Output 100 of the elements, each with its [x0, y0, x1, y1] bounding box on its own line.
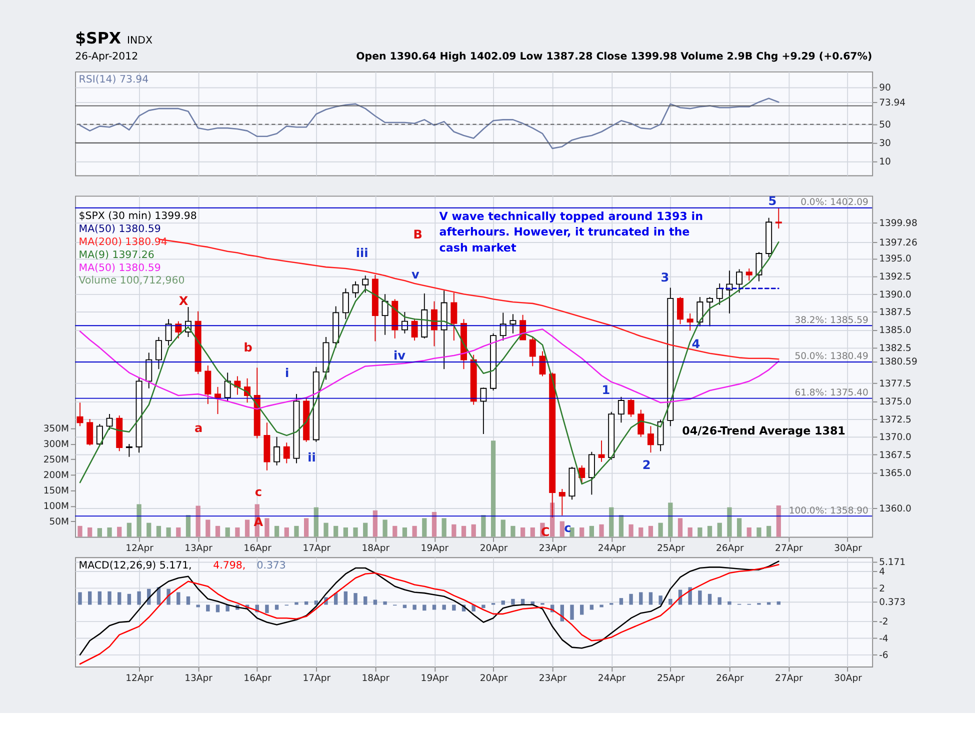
x-tick-label: 24Apr [598, 672, 626, 684]
bar [88, 527, 92, 537]
y-tick-label: 1372.5 [879, 414, 912, 426]
bar [698, 590, 702, 605]
annotation: C [540, 525, 550, 540]
x-tick-label: 26Apr [716, 543, 744, 554]
y-tick-label: 1390.0 [879, 289, 912, 300]
candlestick [746, 268, 752, 282]
candlestick [628, 398, 634, 418]
y-tick-label: 73.94 [879, 97, 906, 108]
candlestick [510, 314, 516, 334]
bar [746, 527, 752, 537]
bar [688, 587, 692, 605]
x-tick-label: 18Apr [362, 543, 390, 554]
y-tick-label: 1367.5 [879, 450, 912, 461]
y2-tick-label: 50M [49, 516, 70, 528]
bar [402, 527, 408, 537]
bar [600, 604, 604, 608]
bar [166, 527, 171, 537]
candlestick [480, 387, 487, 434]
candlestick [430, 300, 438, 347]
bar [117, 526, 122, 537]
annotation: iv [393, 348, 406, 362]
candlestick [716, 283, 723, 306]
y2-tick-label: 300M [43, 438, 70, 450]
bar [570, 527, 574, 537]
bar [97, 528, 102, 537]
bar [126, 522, 132, 537]
bar [146, 522, 152, 537]
candlestick [155, 336, 162, 370]
bar [490, 440, 496, 537]
y-tick-label: 1370.0 [879, 432, 912, 444]
y2-tick-label: 100M [43, 501, 70, 512]
bar [590, 604, 594, 610]
candlestick [352, 280, 359, 298]
y-tick-label: 1385.0 [879, 325, 912, 336]
bar [422, 518, 427, 537]
annotation: A [254, 515, 264, 530]
bar [206, 520, 210, 537]
candlestick [686, 312, 694, 332]
bar [511, 598, 515, 605]
bar [108, 591, 112, 605]
bar [353, 527, 358, 537]
candlestick [450, 292, 458, 342]
candlestick [539, 350, 546, 377]
y-tick-label: 0.373 [879, 596, 906, 608]
bar [265, 604, 269, 614]
bar [442, 604, 446, 610]
candlestick [598, 440, 605, 462]
bar [708, 594, 712, 605]
bar [118, 592, 122, 605]
bar [727, 507, 732, 537]
bar [452, 524, 456, 537]
bar [383, 601, 387, 605]
candlestick [696, 296, 704, 327]
bar [717, 522, 722, 537]
x-tick-label: 19Apr [420, 672, 449, 684]
candlestick [342, 288, 349, 320]
candlestick [676, 296, 684, 325]
y-tick-label: 1380.59 [879, 356, 918, 368]
bar [648, 592, 653, 605]
x-tick-label: 24Apr [598, 543, 626, 554]
text: $SPX (30 min) 1399.98 [78, 210, 197, 222]
candlestick [382, 294, 388, 336]
x-tick-label: 30Apr [834, 543, 862, 554]
x-tick-label: 16Apr [244, 672, 272, 684]
annotation: b [244, 340, 253, 355]
bar [422, 604, 426, 611]
bar [471, 524, 476, 537]
bar [580, 527, 584, 537]
y-tick-label: 50 [879, 120, 891, 131]
candlestick [588, 451, 595, 496]
y-tick-label: 1360.0 [879, 503, 912, 514]
series-label: MACD(12,26,9) 5.171, [78, 560, 192, 572]
annotation: X [178, 294, 189, 308]
y2-tick-label: 350M [43, 423, 70, 434]
annotation: 1 [602, 383, 610, 398]
candlestick [165, 318, 172, 346]
candlestick [657, 419, 664, 452]
bar [510, 526, 516, 537]
y2-tick-label: 200M [43, 470, 70, 481]
bar [668, 598, 672, 605]
candlestick [76, 402, 84, 427]
x-tick-label: 20Apr [480, 543, 508, 554]
bar [530, 527, 535, 537]
bar [736, 518, 742, 537]
annotation: c [564, 520, 572, 535]
bar [78, 526, 82, 537]
bar [756, 527, 762, 537]
bar [412, 526, 417, 537]
bar [274, 526, 280, 537]
series-label: 4.798, [213, 560, 246, 572]
bar [107, 527, 112, 537]
bar [294, 602, 298, 605]
candlestick [775, 207, 782, 229]
bar [206, 604, 210, 612]
bar [658, 596, 662, 605]
x-tick-label: 27Apr [775, 672, 804, 684]
bar [235, 527, 240, 537]
candlestick [224, 372, 231, 402]
